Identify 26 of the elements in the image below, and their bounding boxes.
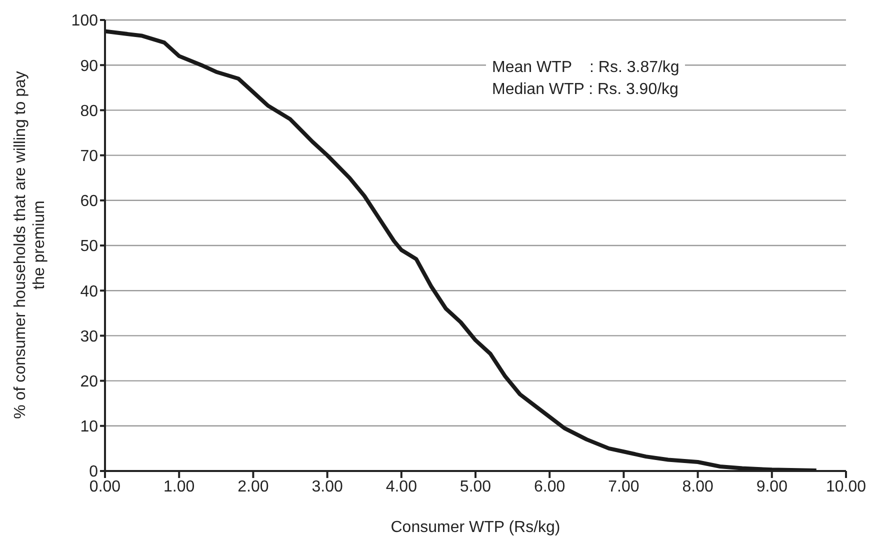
x-tick-label: 6.00 bbox=[534, 478, 566, 496]
x-tick-label: 1.00 bbox=[164, 478, 195, 496]
x-tick-label: 3.00 bbox=[312, 478, 343, 496]
annotation: Median WTP : Rs. 3.90/kg bbox=[492, 80, 680, 100]
y-tick-label: 0 bbox=[89, 464, 98, 481]
x-axis-title: Consumer WTP (Rs/kg) bbox=[390, 519, 560, 536]
y-tick-label: 60 bbox=[80, 193, 98, 210]
y-axis-title: % of consumer households that are willing to pay the premium bbox=[12, 71, 48, 419]
x-tick-label: 4.00 bbox=[386, 478, 418, 496]
y-tick-label: 40 bbox=[80, 283, 98, 300]
x-tick-label: 8.00 bbox=[682, 478, 714, 496]
x-tick-label: 2.00 bbox=[238, 478, 269, 496]
y-tick-label: 80 bbox=[80, 102, 98, 120]
y-tick-label: 90 bbox=[80, 58, 98, 75]
x-tick-label: 10.00 bbox=[826, 478, 866, 496]
x-tick-label: 7.00 bbox=[608, 478, 640, 496]
y-tick-label: 20 bbox=[80, 373, 98, 390]
y-tick-label: 100 bbox=[71, 12, 98, 30]
x-tick-label: 0.00 bbox=[89, 478, 121, 496]
y-tick-label: 30 bbox=[80, 328, 98, 346]
y-tick-label: 50 bbox=[80, 238, 98, 256]
x-tick-label: 9.00 bbox=[756, 478, 788, 496]
annotation: Mean WTP : Rs. 3.87/kg bbox=[492, 58, 680, 78]
x-tick-label: 5.00 bbox=[460, 478, 492, 496]
y-tick-label: 10 bbox=[80, 418, 98, 436]
y-tick-label: 70 bbox=[80, 148, 98, 165]
